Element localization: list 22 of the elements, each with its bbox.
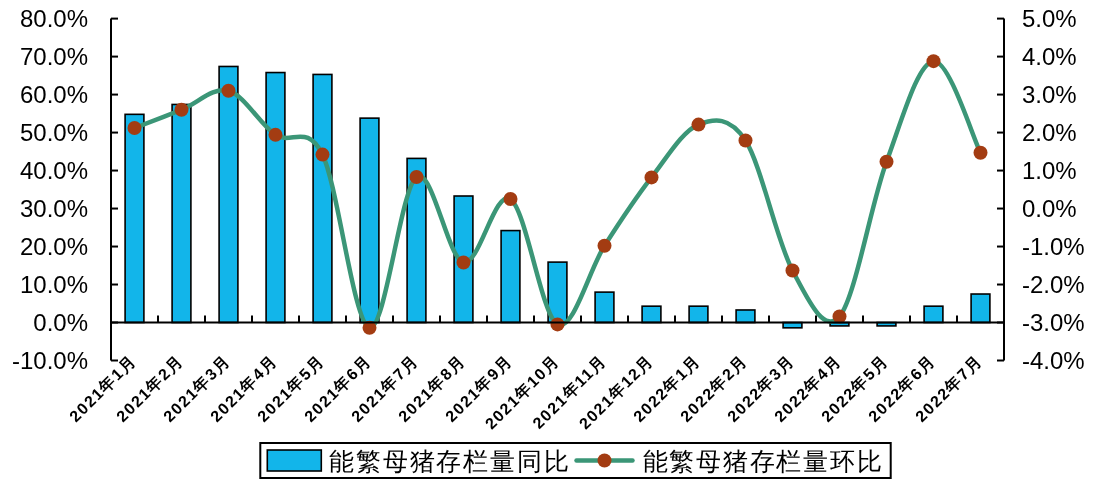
y2-tick-label: -2.0% [1022, 271, 1085, 299]
y2-tick-label: 4.0% [1022, 43, 1077, 71]
y-tick-label: 40.0% [19, 157, 88, 185]
y2-tick-label: 2.0% [1022, 119, 1077, 147]
legend-label: 能繁母猪存栏量环比 [642, 447, 884, 475]
y2-tick-label: -1.0% [1022, 233, 1085, 261]
y-tick-label: 30.0% [19, 195, 88, 223]
y-tick-label: 60.0% [19, 81, 88, 109]
y-tick-label: 20.0% [19, 233, 88, 261]
legend-label: 能繁母猪存栏量同比 [329, 447, 571, 475]
y2-tick-label: 0.0% [1022, 195, 1077, 223]
y-tick-label: 80.0% [19, 5, 88, 33]
y-tick-label: 70.0% [19, 43, 88, 71]
y2-tick-label: -3.0% [1022, 309, 1085, 337]
y-tick-label: 10.0% [19, 271, 88, 299]
y2-tick-label: 1.0% [1022, 157, 1077, 185]
y2-tick-label: 3.0% [1022, 81, 1077, 109]
y-tick-label: 0.0% [33, 309, 88, 337]
y2-tick-label: -4.0% [1022, 347, 1085, 374]
y2-tick-label: 5.0% [1022, 5, 1077, 33]
y-tick-label: 50.0% [19, 119, 88, 147]
y-tick-label: -10.0% [11, 347, 88, 374]
